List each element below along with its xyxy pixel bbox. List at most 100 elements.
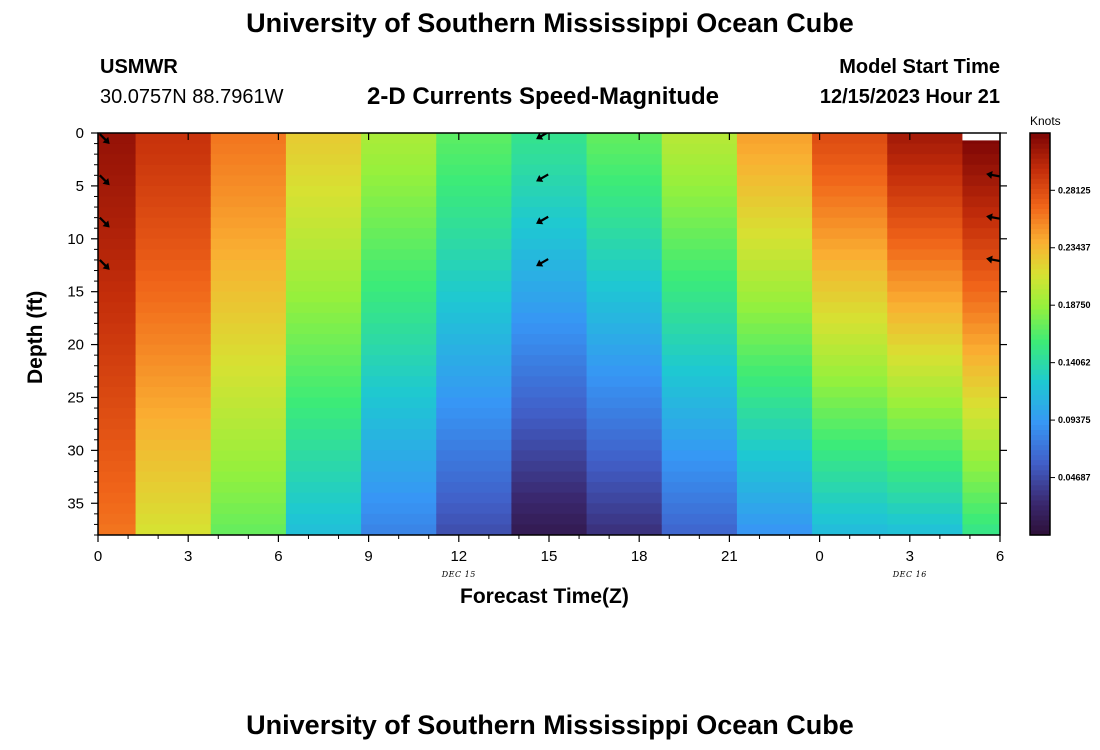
- heat-cell-col12-layer18: [962, 323, 1000, 335]
- heat-cell-col11-layer13: [887, 270, 964, 282]
- heat-cell-col11-layer12: [887, 259, 964, 272]
- heat-cell-col0-layer3: [98, 164, 137, 176]
- heat-cell-col12-layer36: [962, 513, 1000, 526]
- heat-cell-col11-layer3: [887, 164, 964, 176]
- heat-cell-col3-layer1: [285, 143, 362, 155]
- heat-cell-col1-layer0: [135, 133, 212, 145]
- heat-cell-col7-layer33: [586, 482, 663, 494]
- heat-cell-col3-layer17: [285, 312, 362, 325]
- heat-cell-col4-layer20: [361, 344, 437, 356]
- colorbar-segment: [1030, 278, 1050, 285]
- heat-cell-col9-layer4: [736, 175, 813, 187]
- heat-cell-col6-layer1: [511, 143, 588, 155]
- heat-cell-col10-layer27: [812, 418, 888, 430]
- heat-cell-col12-layer19: [962, 334, 1000, 346]
- colorbar-segment: [1030, 313, 1050, 320]
- heat-cell-col12-layer30: [962, 450, 1000, 462]
- heat-cell-col8-layer13: [661, 270, 738, 282]
- heat-cell-col3-layer27: [285, 418, 362, 430]
- heat-cell-col2-layer28: [210, 429, 287, 441]
- current-vectors: [98, 133, 1000, 270]
- heat-cell-col3-layer6: [285, 196, 362, 208]
- heat-cell-col0-layer8: [98, 217, 137, 229]
- heat-cell-col9-layer28: [736, 429, 813, 441]
- heat-cell-col5-layer27: [436, 418, 513, 430]
- model-start-value: 12/15/2023 Hour 21: [819, 86, 1000, 108]
- heat-cell-col6-layer6: [511, 196, 588, 208]
- heat-cell-col3-layer32: [285, 471, 362, 483]
- colorbar-segment: [1030, 379, 1050, 385]
- heat-cell-col12-layer17: [962, 312, 1000, 325]
- heat-cell-col12-layer22: [962, 365, 1000, 377]
- heat-cell-col9-layer29: [736, 439, 813, 451]
- colorbar-segment: [1030, 148, 1050, 154]
- heat-cell-col0-layer4: [98, 175, 137, 187]
- heat-cell-col9-layer15: [736, 291, 813, 303]
- heat-cell-col6-layer25: [511, 397, 588, 409]
- heat-cell-col8-layer30: [661, 450, 738, 462]
- heat-cell-col8-layer27: [661, 418, 738, 430]
- colorbar-segment: [1030, 344, 1050, 350]
- heat-cell-col1-layer17: [135, 312, 212, 325]
- heat-cell-col5-layer2: [436, 154, 513, 166]
- heat-cell-col5-layer12: [436, 259, 513, 272]
- heat-cell-col8-layer17: [661, 312, 738, 325]
- heat-cell-col4-layer27: [361, 418, 437, 430]
- heat-cell-col9-layer36: [736, 513, 813, 526]
- colorbar-segment: [1030, 308, 1050, 315]
- colorbar-segment: [1030, 258, 1050, 265]
- colorbar-segment: [1030, 138, 1050, 144]
- colorbar-tick-label: 0.14062: [1058, 358, 1091, 368]
- heat-cell-col6-layer28: [511, 429, 588, 441]
- heat-cell-col8-layer32: [661, 471, 738, 483]
- heat-cell-col10-layer8: [812, 217, 888, 229]
- heat-cell-col0-layer23: [98, 376, 137, 388]
- date-label: DEC 16: [892, 570, 927, 579]
- heat-cell-col6-layer20: [511, 344, 588, 356]
- heat-cell-col6-layer12: [511, 259, 588, 272]
- heat-cell-col3-layer16: [285, 302, 362, 314]
- heat-cell-col0-layer14: [98, 281, 137, 293]
- heat-cell-col6-layer15: [511, 291, 588, 303]
- heat-cell-col9-layer21: [736, 355, 813, 367]
- heat-cell-col5-layer15: [436, 291, 513, 303]
- colorbar-segment: [1030, 223, 1050, 230]
- colorbar-segment: [1030, 429, 1050, 436]
- heat-cell-col7-layer3: [586, 164, 663, 176]
- heat-cell-col7-layer16: [586, 302, 663, 314]
- heat-cell-col6-layer14: [511, 281, 588, 293]
- heat-cell-col3-layer10: [285, 238, 362, 250]
- heat-cell-col11-layer20: [887, 344, 964, 356]
- colorbar-tick-label: 0.09375: [1058, 415, 1091, 425]
- heat-cell-col11-layer1: [887, 143, 964, 155]
- heat-cell-col3-layer2: [285, 154, 362, 166]
- colorbar-segment: [1030, 218, 1050, 225]
- heat-cell-col4-layer34: [361, 492, 437, 504]
- heat-cell-col12-layer4: [962, 175, 1000, 187]
- heat-cell-col0-layer20: [98, 344, 137, 356]
- heat-cell-col0-layer1: [98, 143, 137, 155]
- colorbar-segment: [1030, 228, 1050, 235]
- heat-cell-col5-layer28: [436, 429, 513, 441]
- current-vector-arrow: [98, 259, 110, 270]
- heat-cell-col2-layer15: [210, 291, 287, 303]
- heat-cell-col1-layer3: [135, 164, 212, 176]
- current-vector-arrow: [98, 133, 110, 144]
- heat-cell-col3-layer12: [285, 259, 362, 272]
- heat-cell-col6-layer10: [511, 238, 588, 250]
- x-tick-label: 0: [94, 548, 102, 565]
- heat-cell-col9-layer3: [736, 164, 813, 176]
- heat-cell-col7-layer0: [586, 133, 663, 145]
- station-coordinates: 30.0757N 88.7961W: [100, 86, 284, 108]
- heat-cell-col8-layer10: [661, 238, 738, 250]
- current-vector-arrow: [536, 258, 549, 267]
- colorbar-segment: [1030, 449, 1050, 456]
- colorbar-segment: [1030, 178, 1050, 184]
- heat-cell-col6-layer36: [511, 513, 588, 526]
- heat-cell-col8-layer37: [661, 524, 738, 535]
- colorbar-segment: [1030, 133, 1050, 139]
- colorbar-segment: [1030, 444, 1050, 451]
- heat-cell-col5-layer17: [436, 312, 513, 325]
- heat-cell-col4-layer4: [361, 175, 437, 187]
- heat-cell-col2-layer34: [210, 492, 287, 504]
